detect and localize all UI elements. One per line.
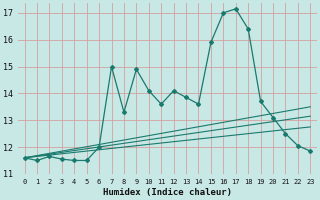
X-axis label: Humidex (Indice chaleur): Humidex (Indice chaleur) <box>103 188 232 197</box>
